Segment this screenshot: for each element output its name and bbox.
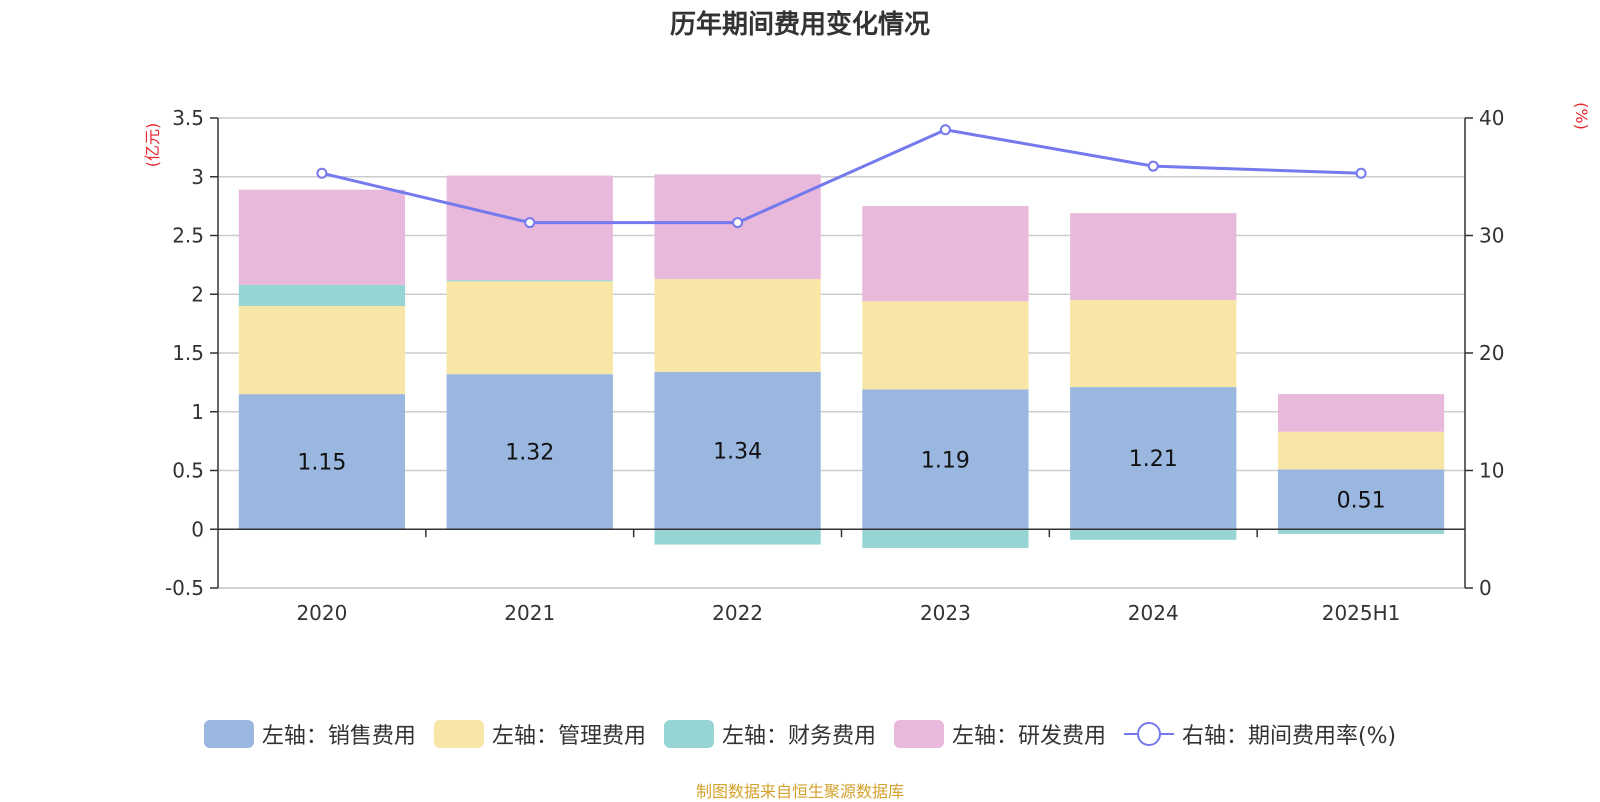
bar-segment	[654, 278, 821, 372]
bar-segment	[1277, 469, 1445, 530]
right-axis-unit: (%)	[1572, 102, 1591, 130]
x-axis-tick-label: 2021	[504, 601, 555, 625]
bar-segment	[862, 206, 1029, 302]
left-axis-tick-label: 0.5	[172, 459, 204, 483]
bar-value-label: 1.21	[1129, 447, 1178, 472]
legend-line-marker-icon	[1123, 720, 1174, 748]
data-labels: 1.15 1.32 1.34 1.19 1.21 0.51	[297, 440, 1385, 514]
x-axis-tick-label: 2023	[920, 601, 971, 625]
bar-segment	[1070, 387, 1237, 530]
bar-segment	[1277, 431, 1445, 470]
bar-segment	[238, 394, 406, 530]
bar-segment	[862, 389, 1029, 530]
bar-value-label: 1.32	[505, 441, 554, 466]
bar-value-label: 0.51	[1337, 488, 1386, 513]
bar-segment	[1277, 394, 1445, 432]
legend-item[interactable]: 右轴：期间费用率(%)	[1123, 718, 1397, 750]
right-axis-tick-label: 10	[1479, 459, 1504, 483]
bar-segment	[1070, 529, 1237, 540]
bar-segment	[1070, 213, 1237, 301]
left-axis-tick-label: -0.5	[165, 576, 204, 600]
rate-point	[316, 167, 328, 179]
left-axis-tick-label: 2	[191, 282, 204, 306]
legend-label: 右轴：期间费用率(%)	[1181, 724, 1397, 749]
axes: 3.5 3 2.5 2 1.5 1 0.5 0 -0.5 40 30 20 10 0 2020 2021 202…	[165, 106, 1504, 625]
left-axis-tick-label: 1	[191, 400, 204, 424]
rate-line	[321, 128, 1362, 225]
bar-segment	[238, 306, 406, 395]
rate-point	[1147, 160, 1159, 172]
legend-label: 左轴：销售费用	[261, 724, 416, 749]
chart-title: 历年期间费用变化情况	[669, 10, 930, 40]
legend-label: 左轴：财务费用	[721, 724, 876, 749]
left-axis-tick-label: 3.5	[172, 106, 204, 130]
right-axis-tick-label: 0	[1479, 576, 1492, 600]
bar-segment	[654, 371, 821, 530]
right-axis-tick-label: 40	[1479, 106, 1504, 130]
x-axis-tick-label: 2020	[296, 601, 347, 625]
legend-swatch	[893, 720, 944, 748]
legend-label: 左轴：研发费用	[951, 724, 1106, 749]
rate-point	[1355, 167, 1367, 179]
bar-segment	[654, 529, 821, 545]
legend-swatch	[203, 720, 254, 748]
bar-segment	[1277, 529, 1445, 534]
legend: 左轴：销售费用 左轴：管理费用 左轴：财务费用 左轴：研发费用 右轴：期间费用率(%)	[0, 718, 1600, 750]
legend-item[interactable]: 左轴：财务费用	[663, 718, 876, 750]
bar-value-label: 1.19	[921, 448, 970, 473]
data-source-note: 制图数据来自恒生聚源数据库	[695, 782, 904, 801]
left-axis-tick-label: 0	[191, 517, 204, 541]
left-axis-tick-label: 1.5	[172, 341, 204, 365]
bar-segment	[446, 374, 613, 530]
legend-item[interactable]: 左轴：管理费用	[433, 718, 646, 750]
bar-segment	[1070, 300, 1237, 388]
left-axis-tick-label: 3	[191, 165, 204, 189]
legend-swatch	[433, 720, 484, 748]
bar-segment	[238, 284, 406, 306]
left-axis-tick-label: 2.5	[172, 224, 204, 248]
legend-item[interactable]: 左轴：研发费用	[893, 718, 1106, 750]
right-axis-tick-label: 20	[1479, 341, 1504, 365]
line-layer	[316, 124, 1367, 229]
bar-segment	[862, 529, 1029, 549]
legend-item[interactable]: 左轴：销售费用	[203, 718, 416, 750]
x-axis-tick-label: 2022	[712, 601, 763, 625]
x-axis-tick-label: 2025H1	[1322, 601, 1401, 625]
bar-segment	[238, 189, 406, 285]
bar-value-label: 1.15	[297, 451, 346, 476]
legend-swatch	[663, 720, 714, 748]
rate-point	[939, 124, 951, 136]
rate-point	[524, 217, 536, 229]
bar-segment	[862, 301, 1029, 390]
bar-segment	[446, 280, 613, 282]
left-axis-unit: (亿元)	[143, 123, 162, 168]
x-axis-tick-label: 2024	[1128, 601, 1179, 625]
bar-segment	[446, 281, 613, 375]
bar-layer	[238, 174, 1445, 549]
legend-label: 左轴：管理费用	[491, 724, 646, 749]
rate-point	[732, 217, 744, 229]
bar-value-label: 1.34	[713, 440, 762, 465]
right-axis-tick-label: 30	[1479, 224, 1504, 248]
